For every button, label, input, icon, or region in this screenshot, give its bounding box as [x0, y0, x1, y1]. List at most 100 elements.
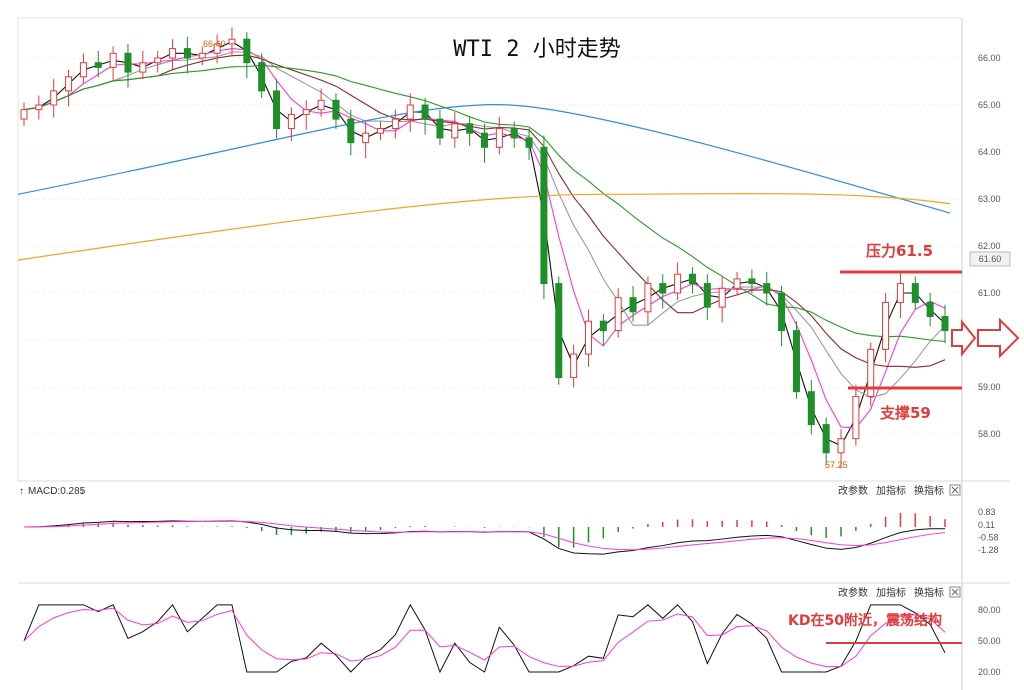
candle-body — [406, 104, 414, 120]
candle-body — [540, 146, 548, 285]
close-icon — [951, 486, 959, 494]
candle-body — [50, 90, 58, 106]
ma60-line — [23, 64, 946, 343]
candle-body — [302, 109, 310, 115]
candle-body — [466, 123, 474, 134]
candle-body — [896, 283, 904, 303]
candle-body — [65, 76, 73, 92]
macd-label: MACD:0.285 — [28, 486, 86, 497]
kd-tick-label: 20.00 — [978, 667, 1001, 677]
candle-body — [332, 99, 340, 120]
price-tick-label: 62.00 — [978, 241, 1001, 251]
candle-body — [703, 283, 711, 308]
candle-body — [228, 38, 236, 45]
candle-body — [109, 52, 117, 68]
candle-body — [748, 278, 756, 285]
candle-body — [525, 137, 533, 148]
kd-d-line — [23, 607, 946, 668]
candle-body — [599, 320, 607, 332]
candle-body — [213, 43, 221, 54]
candle-body — [258, 62, 266, 92]
macd-tick-label: -0.58 — [978, 532, 999, 542]
candle-body — [198, 52, 206, 59]
candle-body — [169, 48, 177, 59]
candle-body — [421, 104, 429, 120]
candle-body — [926, 301, 934, 317]
candle-body — [733, 278, 741, 289]
candle-body — [614, 297, 622, 332]
candle-body — [124, 52, 132, 73]
candle-body — [183, 48, 191, 59]
candle-body — [436, 118, 444, 139]
candle-body — [718, 287, 726, 308]
candle-body — [852, 395, 860, 440]
arrow-right-large-icon — [977, 317, 1020, 359]
candle-body — [451, 123, 459, 139]
candle-body — [377, 128, 385, 134]
candle-body — [867, 348, 875, 397]
candle-body — [139, 62, 147, 73]
macd-tick-label: 0.83 — [978, 507, 996, 517]
ma20-line — [23, 51, 946, 399]
current-price-label: 61.60 — [979, 254, 1002, 264]
candle-body — [391, 118, 399, 129]
candle-body — [584, 320, 592, 355]
price-tick-label: 58.00 — [978, 429, 1001, 439]
arrow-right-icon — [951, 319, 977, 357]
macd-dea-line — [23, 520, 946, 551]
low-mark-label: 57.25 — [825, 460, 848, 470]
resistance-label: 压力61.5 — [866, 242, 933, 260]
kd-tick-label: 50.00 — [978, 636, 1001, 646]
kd-switch-indicator-button[interactable]: 换指标 — [914, 586, 944, 599]
price-tick-label: 63.00 — [978, 194, 1001, 204]
price-tick-label: 59.00 — [978, 382, 1001, 392]
candle-body — [20, 109, 28, 120]
candle-body — [570, 353, 578, 379]
price-tick-label: 66.00 — [978, 53, 1001, 63]
candlesticks — [20, 27, 949, 469]
ma120-line — [17, 104, 951, 214]
kd-edit-params-button[interactable]: 改参数 — [838, 586, 868, 599]
macd-indicator — [23, 512, 946, 555]
macd-tick-label: -1.28 — [978, 545, 999, 555]
price-tick-label: 61.00 — [978, 288, 1001, 298]
ma250-line — [17, 192, 951, 261]
macd-add-indicator-button[interactable]: 加指标 — [876, 484, 906, 497]
candle-body — [317, 99, 325, 111]
macd-switch-indicator-button[interactable]: 换指标 — [914, 484, 944, 497]
moving-average-lines — [17, 40, 951, 447]
current-price-box — [969, 251, 1011, 267]
kd-tick-label: 80.00 — [978, 605, 1001, 615]
macd-edit-params-button[interactable]: 改参数 — [838, 484, 868, 497]
candle-body — [674, 273, 682, 294]
candle-body — [273, 90, 281, 129]
candle-body — [659, 283, 667, 294]
main-panel-frame — [17, 17, 963, 482]
candle-body — [495, 128, 503, 148]
candle-body — [243, 38, 251, 64]
support-label: 支撑59 — [879, 404, 931, 422]
candle-body — [763, 283, 771, 294]
candle-body — [778, 292, 786, 332]
price-axis: 66.0065.0064.0063.0062.0061.0060.0059.00… — [978, 53, 1001, 439]
candle-body — [154, 57, 162, 64]
candle-body — [822, 424, 830, 454]
chart-title: WTI 2 小时走势 — [453, 37, 620, 62]
macd-arrow-down-icon: ↓ — [80, 486, 85, 497]
candle-body — [882, 301, 890, 350]
kd-close-button[interactable] — [949, 586, 961, 598]
candle-body — [644, 283, 652, 313]
candle-body — [555, 283, 563, 379]
candle-body — [941, 316, 949, 332]
macd-close-button[interactable] — [949, 484, 961, 496]
candle-body — [629, 297, 637, 313]
candle-body — [510, 128, 518, 139]
ma30-line — [23, 54, 946, 368]
kd-note: KD在50附近，震荡结构 — [788, 612, 942, 629]
macd-axis: 0.83 0.11 -0.58 -1.28 — [978, 507, 999, 555]
candle-body — [837, 438, 845, 454]
candle-body — [481, 132, 488, 148]
kd-add-indicator-button[interactable]: 加指标 — [876, 586, 906, 599]
kd-k-line — [23, 603, 946, 674]
